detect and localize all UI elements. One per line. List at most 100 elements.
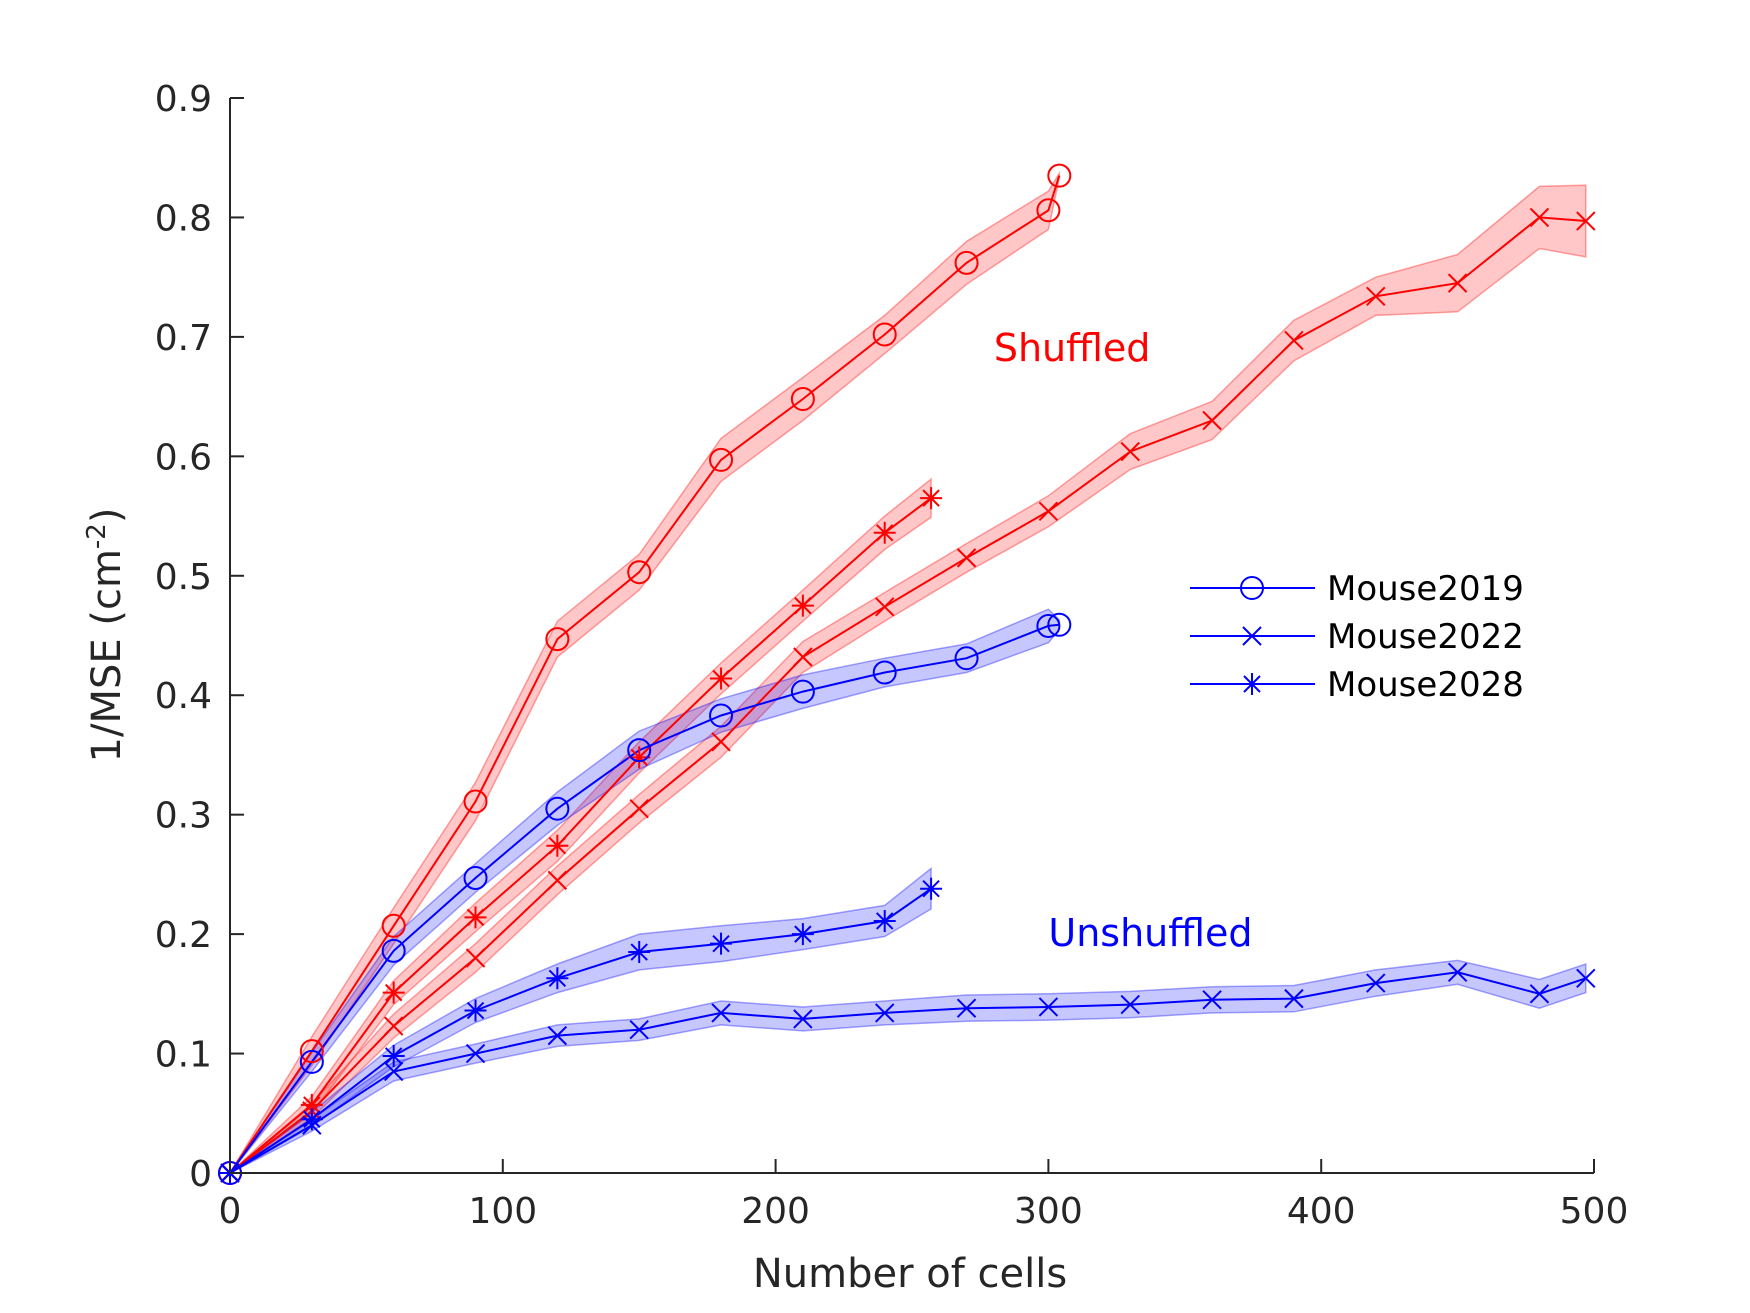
series-unshuffled-mouse2022-point-14 bbox=[1366, 973, 1386, 993]
legend-entry-mouse2028: Mouse2028 bbox=[1190, 665, 1524, 705]
series-unshuffled-mouse2022-point-5 bbox=[629, 1019, 649, 1040]
series-shuffled-mouse2019-point-5 bbox=[627, 560, 652, 585]
series-unshuffled-mouse2019-point-9 bbox=[954, 646, 979, 671]
series-shuffled-mouse2028-point-8 bbox=[873, 521, 896, 544]
series-shuffled-mouse2019-point-8 bbox=[872, 322, 897, 347]
series-shuffled-mouse2028-point-6 bbox=[710, 667, 733, 690]
series-unshuffled-mouse2019-point-11 bbox=[1047, 612, 1072, 637]
series-unshuffled-mouse2028-point-6 bbox=[710, 932, 733, 955]
series-unshuffled-mouse2028-point-2 bbox=[382, 1044, 405, 1067]
series-unshuffled-mouse2022-point-8 bbox=[875, 1003, 895, 1023]
series-unshuffled-mouse2022-point-15 bbox=[1447, 962, 1468, 983]
series-unshuffled-mouse2019-point-3 bbox=[463, 865, 488, 890]
annotation-shuffled: Shuffled bbox=[994, 326, 1151, 370]
x-tick-label-2: 200 bbox=[741, 1191, 810, 1232]
series-shuffled-mouse2022-point-7 bbox=[793, 647, 813, 667]
series-shuffled-mouse2022-point-8 bbox=[875, 597, 895, 617]
series-shuffled-mouse2022-point-16 bbox=[1529, 207, 1550, 228]
series-shuffled-mouse2022-point-15 bbox=[1447, 273, 1468, 293]
series-shuffled-mouse2022-point-4 bbox=[547, 870, 568, 891]
legend: Mouse2019 Mouse2022 Mouse2028 bbox=[1190, 569, 1524, 705]
series-unshuffled-mouse2028-line bbox=[229, 887, 932, 1174]
series-shuffled-mouse2028-band bbox=[229, 477, 932, 1174]
x-tick-label-3: 300 bbox=[1014, 1191, 1083, 1232]
series-shuffled-mouse2028-point-5 bbox=[628, 746, 651, 769]
series-shuffled-mouse2019-point-4 bbox=[545, 627, 570, 652]
series-unshuffled-mouse2028-point-9 bbox=[920, 877, 943, 900]
series-shuffled-mouse2028-point-2 bbox=[382, 981, 405, 1004]
series-shuffled-mouse2022-line bbox=[229, 216, 1586, 1174]
series-unshuffled-mouse2028-point-4 bbox=[546, 967, 569, 990]
series-shuffled-mouse2019-point-3 bbox=[463, 789, 488, 814]
series-unshuffled-mouse2022-point-17 bbox=[1576, 968, 1596, 989]
series-unshuffled-mouse2022-point-13 bbox=[1284, 988, 1304, 1009]
y-axis-label-superscript: -2 bbox=[82, 523, 112, 549]
series-shuffled-mouse2022-point-11 bbox=[1120, 441, 1140, 462]
series-unshuffled-mouse2019-point-8 bbox=[872, 660, 897, 685]
legend-label-mouse2022: Mouse2022 bbox=[1327, 617, 1524, 657]
series-unshuffled-mouse2019-point-2 bbox=[381, 938, 406, 963]
annotation-unshuffled: Unshuffled bbox=[1048, 911, 1252, 955]
series-shuffled-mouse2022-point-9 bbox=[956, 548, 977, 568]
legend-x-marker bbox=[1242, 626, 1262, 646]
series-unshuffled-mouse2019-point-5 bbox=[627, 738, 652, 763]
series-shuffled-mouse2028-point-1 bbox=[300, 1093, 323, 1116]
axes bbox=[229, 97, 1595, 1174]
series-shuffled-mouse2022-point-2 bbox=[383, 1016, 404, 1036]
y-tick-label-3: 0.3 bbox=[155, 796, 212, 837]
y-tick-label-0: 0 bbox=[189, 1154, 212, 1195]
series-unshuffled-mouse2022-point-16 bbox=[1529, 984, 1550, 1004]
y-axis-label: 1/MSE (cm-2) bbox=[82, 508, 130, 763]
series-shuffled-mouse2022-point-12 bbox=[1202, 410, 1222, 431]
series-unshuffled-mouse2028-point-5 bbox=[628, 941, 651, 964]
series-unshuffled-mouse2028-point-1 bbox=[300, 1108, 323, 1131]
y-axis-label-close: ) bbox=[84, 508, 130, 524]
y-tick-label-6: 0.6 bbox=[155, 437, 212, 478]
series-markers bbox=[218, 163, 1596, 1185]
legend-entry-mouse2022: Mouse2022 bbox=[1190, 617, 1524, 657]
series-shuffled-mouse2019-point-10 bbox=[1036, 198, 1061, 223]
x-tick-label-0: 0 bbox=[219, 1191, 242, 1232]
y-tick-label-2: 0.2 bbox=[155, 915, 212, 956]
series-shuffled-mouse2022-point-6 bbox=[711, 732, 731, 752]
series-unshuffled-mouse2022-point-6 bbox=[711, 1003, 731, 1023]
series-unshuffled-mouse2019-point-7 bbox=[790, 679, 815, 704]
series-shuffled-mouse2022-point-3 bbox=[465, 948, 486, 968]
series-unshuffled-mouse2022-point-11 bbox=[1120, 994, 1140, 1015]
series-unshuffled-mouse2022-point-10 bbox=[1038, 997, 1059, 1017]
series-shuffled-mouse2019-point-1 bbox=[299, 1039, 324, 1064]
series-unshuffled-mouse2022-point-2 bbox=[383, 1061, 404, 1082]
tick-labels: 0 100 200 300 400 500 0 0.1 0.2 0.3 0.4 0.5 0.6 0.7 0.… bbox=[155, 79, 1629, 1232]
series-unshuffled-mouse2022-point-7 bbox=[793, 1009, 813, 1029]
series-lines bbox=[229, 175, 1587, 1174]
x-tick-label-4: 400 bbox=[1287, 1191, 1356, 1232]
series-shuffled-mouse2028-point-3 bbox=[464, 906, 487, 929]
legend-label-mouse2028: Mouse2028 bbox=[1327, 665, 1524, 705]
series-unshuffled-mouse2022-line bbox=[229, 971, 1587, 1174]
y-tick-label-7: 0.7 bbox=[155, 318, 212, 359]
series-unshuffled-mouse2028-point-8 bbox=[873, 909, 896, 932]
y-tick-label-9: 0.9 bbox=[155, 79, 212, 120]
y-axis-label-main: 1/MSE (cm bbox=[84, 549, 130, 762]
series-unshuffled-mouse2028-point-7 bbox=[791, 923, 814, 946]
series-shuffled-mouse2028-point-4 bbox=[546, 834, 569, 857]
series-unshuffled-mouse2019-point-6 bbox=[709, 703, 734, 728]
y-tick-label-5: 0.5 bbox=[155, 557, 212, 598]
series-shuffled-mouse2028-point-7 bbox=[791, 594, 814, 617]
x-tick-label-5: 500 bbox=[1560, 1191, 1629, 1232]
legend-label-mouse2019: Mouse2019 bbox=[1327, 569, 1524, 609]
series-shuffled-mouse2022-point-5 bbox=[629, 798, 649, 819]
y-tick-label-8: 0.8 bbox=[155, 198, 212, 239]
series-shuffled-mouse2019-point-11 bbox=[1047, 163, 1072, 188]
series-unshuffled-mouse2022-point-4 bbox=[547, 1025, 568, 1046]
series-shuffled-mouse2022-point-17 bbox=[1576, 211, 1596, 231]
series-unshuffled-mouse2019-point-1 bbox=[299, 1049, 324, 1074]
series-shuffled-mouse2022-point-13 bbox=[1284, 330, 1304, 351]
series-shuffled-mouse2022-point-10 bbox=[1038, 501, 1059, 521]
x-tick-label-1: 100 bbox=[468, 1191, 537, 1232]
series-shuffled-mouse2022-point-14 bbox=[1366, 286, 1386, 306]
y-tick-label-4: 0.4 bbox=[155, 676, 212, 717]
legend-star-marker bbox=[1241, 673, 1263, 695]
series-shuffled-mouse2019-point-2 bbox=[381, 913, 406, 938]
